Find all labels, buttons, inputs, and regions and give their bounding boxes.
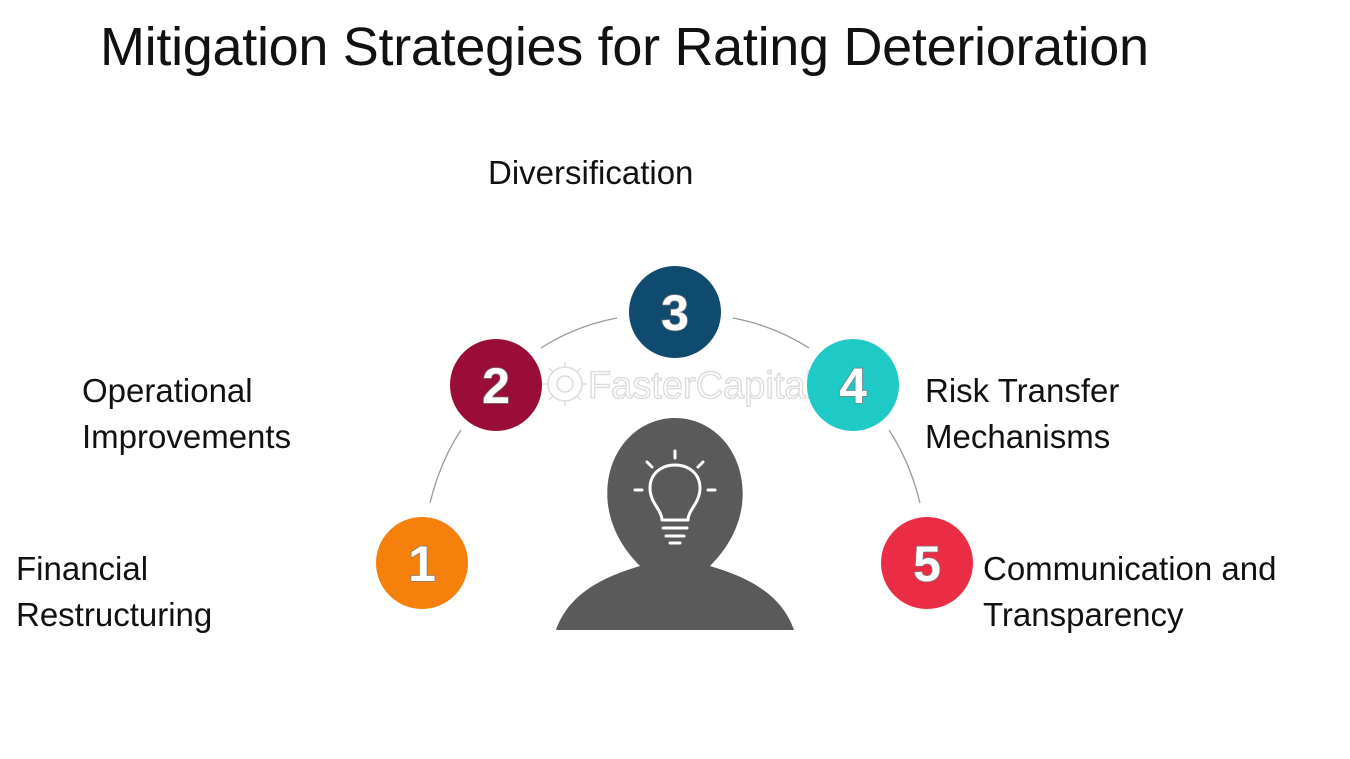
step-number-3: 3	[661, 285, 689, 341]
step-label-line: Communication and	[983, 550, 1277, 587]
step-label-communication-and-transparency: Communication and Transparency	[983, 546, 1277, 638]
step-number-5: 5	[913, 536, 941, 592]
step-label-line: Financial	[16, 550, 149, 587]
step-label-diversification: Diversification	[488, 150, 693, 196]
head-silhouette	[556, 418, 794, 630]
step-label-line: Mechanisms	[925, 418, 1111, 455]
step-label-risk-transfer-mechanisms: Risk Transfer Mechanisms	[925, 368, 1119, 460]
lightbulb-icon	[633, 449, 717, 545]
step-number-4: 4	[839, 358, 867, 414]
step-label-financial-restructuring: Financial Restructuring	[16, 546, 212, 638]
step-circle-4: 4	[807, 339, 899, 431]
arc-segment-1-2	[429, 429, 462, 504]
step-label-line: Restructuring	[16, 596, 213, 633]
arc-segment-3-4	[732, 317, 810, 349]
page-title: Mitigation Strategies for Rating Deterio…	[100, 17, 1149, 77]
step-label-line: Improvements	[82, 418, 292, 455]
step-number-1: 1	[408, 536, 436, 592]
watermark-text: FasterCapital	[588, 365, 814, 407]
step-number-2: 2	[482, 358, 510, 414]
watermark: FasterCapital	[543, 362, 815, 408]
step-label-line: Transparency	[983, 596, 1184, 633]
step-circle-3: 3	[629, 266, 721, 358]
step-circle-2: 2	[450, 339, 542, 431]
arc-segment-2-3	[540, 317, 618, 349]
step-label-line: Diversification	[488, 154, 694, 191]
watermark-gear-icon	[543, 362, 587, 406]
step-circle-1: 1	[376, 517, 468, 609]
step-label-line: Operational	[82, 372, 253, 409]
arc-segment-4-5	[888, 429, 921, 504]
step-label-operational-improvements: Operational Improvements	[82, 368, 291, 460]
step-label-line: Risk Transfer	[925, 372, 1120, 409]
connector-arc	[429, 317, 921, 504]
step-circle-5: 5	[881, 517, 973, 609]
